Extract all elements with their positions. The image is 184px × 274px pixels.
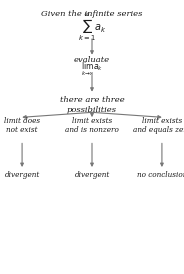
Text: $\lim_{k \to \infty} a_k$: $\lim_{k \to \infty} a_k$ — [81, 60, 103, 78]
Text: no conclusion: no conclusion — [137, 171, 184, 179]
Text: Given the infinite series: Given the infinite series — [41, 10, 143, 18]
Text: limit exists
and is nonzero: limit exists and is nonzero — [65, 117, 119, 135]
Text: evaluate: evaluate — [74, 56, 110, 64]
Text: $\sum_{k=1}^{\infty} a_k$: $\sum_{k=1}^{\infty} a_k$ — [78, 13, 106, 44]
Text: limit does
not exist: limit does not exist — [4, 117, 40, 135]
Text: limit exists
and equals zero: limit exists and equals zero — [133, 117, 184, 135]
Text: there are three
possibilities: there are three possibilities — [60, 96, 124, 114]
Text: divergent: divergent — [4, 171, 40, 179]
Text: divergent: divergent — [74, 171, 110, 179]
